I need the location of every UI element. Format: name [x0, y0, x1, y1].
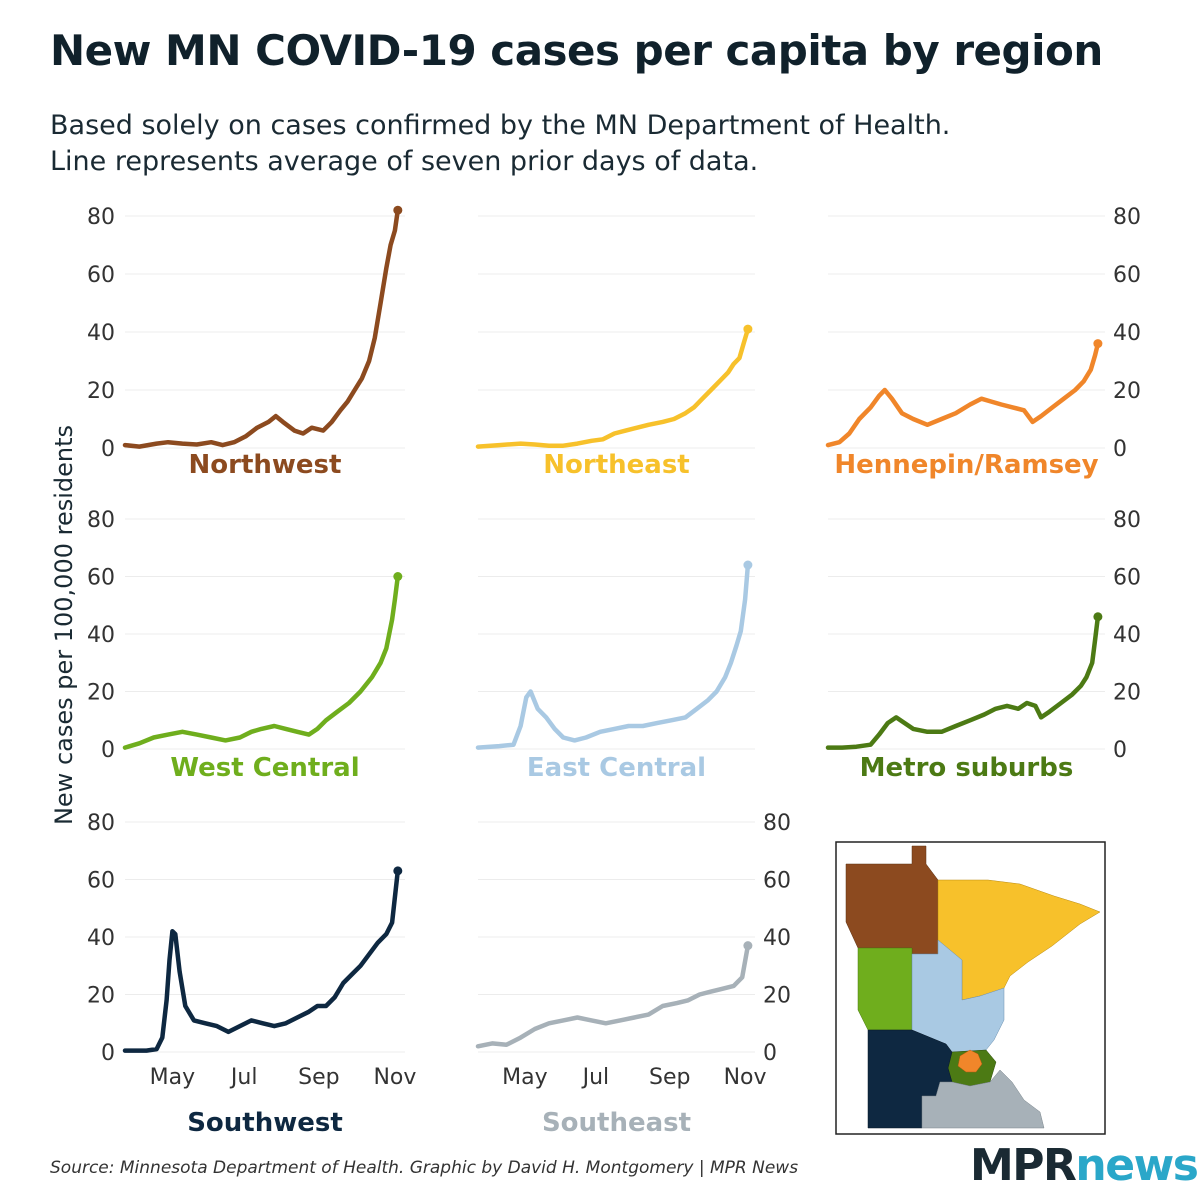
panel-southeast: 0 20 40 60 80 May Jul Sep Nov Southeast	[475, 811, 791, 1138]
y-tick-label-southeast-60: 60	[763, 869, 791, 894]
y-tick-label-metro-suburbs-60: 60	[1113, 566, 1141, 591]
y-tick-label-metro-suburbs-40: 40	[1113, 623, 1141, 648]
y-tick-label-northwest-20: 20	[87, 379, 115, 404]
chart-subtitle: Based solely on cases confirmed by the M…	[50, 108, 1170, 180]
y-tick-label-metro-suburbs-0: 0	[1113, 738, 1127, 763]
y-tick-label-southwest-80: 80	[87, 811, 115, 836]
x-tick-label-southwest-jul: Jul	[229, 1065, 258, 1090]
y-tick-label-northwest-0: 0	[101, 437, 115, 462]
y-tick-label-west-central-0: 0	[101, 738, 115, 763]
panel-metro-suburbs: 0 20 40 60 80 Metro suburbs	[825, 508, 1141, 783]
y-tick-label-hennepin-ramsey-40: 40	[1113, 321, 1141, 346]
series-end-point-northeast	[743, 324, 753, 334]
x-tick-label-southeast-nov: Nov	[724, 1065, 767, 1090]
series-line-northwest	[122, 207, 401, 449]
y-tick-label-southwest-60: 60	[87, 869, 115, 894]
series-line-northeast	[475, 326, 751, 449]
subtitle-line-1: Based solely on cases confirmed by the M…	[50, 110, 951, 141]
y-tick-label-hennepin-ramsey-20: 20	[1113, 379, 1141, 404]
series-line-west-central	[122, 574, 401, 750]
subtitle-line-2: Line represents average of seven prior d…	[50, 146, 759, 177]
x-tick-label-southeast-may: May	[502, 1065, 547, 1090]
y-tick-label-west-central-80: 80	[87, 508, 115, 533]
series-line-hennepin-ramsey	[825, 341, 1101, 448]
y-tick-label-metro-suburbs-80: 80	[1113, 508, 1141, 533]
chart-title: New MN COVID-19 cases per capita by regi…	[50, 26, 1103, 75]
y-tick-label-southwest-0: 0	[101, 1041, 115, 1066]
y-tick-label-southwest-40: 40	[87, 926, 115, 951]
panel-northeast: Northeast	[475, 215, 755, 480]
source-note: Source: Minnesota Department of Health. …	[50, 1158, 799, 1178]
series-end-point-west-central	[393, 572, 403, 581]
map-region-southeast	[921, 1069, 1045, 1129]
series-end-point-northwest	[393, 205, 403, 215]
panel-southwest: 0 20 40 60 80 May Jul Sep Nov Southwest	[87, 811, 416, 1138]
series-end-point-southwest	[393, 866, 403, 876]
y-tick-label-hennepin-ramsey-60: 60	[1113, 263, 1141, 288]
y-axis-label: New cases per 100,000 residents	[50, 425, 78, 825]
y-tick-label-west-central-20: 20	[87, 681, 115, 706]
panel-east-central: East Central	[475, 518, 755, 783]
x-tick-label-southeast-sep: Sep	[649, 1065, 690, 1090]
y-tick-label-southeast-40: 40	[763, 926, 791, 951]
y-tick-label-southeast-80: 80	[763, 811, 791, 836]
series-line-southwest	[122, 868, 401, 1053]
region-label-southwest: Southwest	[187, 1108, 343, 1138]
x-tick-label-southwest-sep: Sep	[298, 1065, 339, 1090]
series-end-point-hennepin-ramsey	[1093, 339, 1103, 349]
series-line-metro-suburbs	[825, 614, 1101, 750]
chart-panels: 0 20 40 60 80 Northwest Northeast 0 20 40 60 80 Henn…	[87, 205, 1141, 1138]
region-label-hennepin-ramsey: Hennepin/Ramsey	[834, 450, 1098, 480]
y-tick-label-metro-suburbs-20: 20	[1113, 681, 1141, 706]
y-tick-label-northwest-40: 40	[87, 321, 115, 346]
region-label-northwest: Northwest	[189, 450, 342, 480]
mpr-news-logo: MPRnews	[970, 1140, 1199, 1191]
logo-mpr: MPR	[970, 1140, 1077, 1191]
y-tick-label-west-central-40: 40	[87, 623, 115, 648]
region-label-east-central: East Central	[527, 753, 706, 783]
y-tick-label-hennepin-ramsey-80: 80	[1113, 205, 1141, 230]
y-tick-label-southwest-20: 20	[87, 984, 115, 1009]
x-tick-label-southwest-nov: Nov	[373, 1065, 416, 1090]
panel-northwest: 0 20 40 60 80 Northwest	[87, 205, 405, 480]
region-label-southeast: Southeast	[542, 1108, 691, 1138]
map-region-west-central	[857, 947, 913, 1031]
logo-news: news	[1075, 1140, 1199, 1191]
region-map	[835, 841, 1106, 1135]
y-tick-label-hennepin-ramsey-0: 0	[1113, 437, 1127, 462]
y-tick-label-northwest-80: 80	[87, 205, 115, 230]
y-tick-label-southeast-0: 0	[763, 1041, 777, 1066]
y-tick-label-west-central-60: 60	[87, 566, 115, 591]
series-line-east-central	[475, 562, 751, 750]
series-end-point-southeast	[743, 941, 753, 951]
y-tick-label-northwest-60: 60	[87, 263, 115, 288]
region-label-west-central: West Central	[170, 753, 359, 783]
y-tick-label-southeast-20: 20	[763, 984, 791, 1009]
map-region-hennepin-ramsey	[957, 1049, 983, 1073]
series-end-point-metro-suburbs	[1093, 612, 1103, 622]
x-tick-label-southeast-jul: Jul	[581, 1065, 610, 1090]
region-label-northeast: Northeast	[543, 450, 689, 480]
panel-west-central: 0 20 40 60 80 West Central	[87, 508, 405, 783]
series-line-southeast	[475, 943, 751, 1049]
panel-hennepin-ramsey: 0 20 40 60 80 Hennepin/Ramsey	[825, 205, 1141, 480]
region-label-metro-suburbs: Metro suburbs	[860, 753, 1074, 783]
x-tick-label-southwest-may: May	[150, 1065, 195, 1090]
series-end-point-east-central	[743, 560, 753, 570]
